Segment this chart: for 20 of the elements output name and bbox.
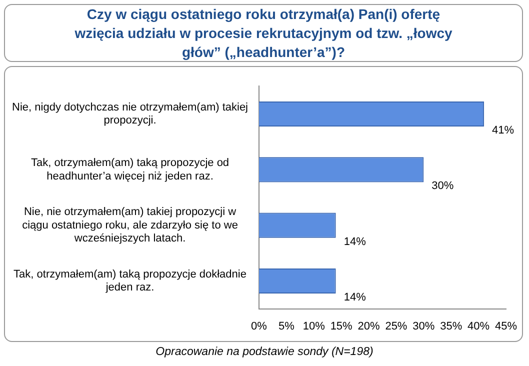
- data-label: 14%: [344, 236, 366, 248]
- x-tick-label: 45%: [494, 320, 518, 332]
- data-label: 14%: [344, 292, 366, 304]
- text: Opracowanie na podstawie sondy (N=198): [154, 346, 374, 358]
- x-tick-label: 40%: [468, 320, 490, 332]
- x-tick-label: 25%: [385, 320, 408, 332]
- y-tick-label: Nie, nigdy dotychczas nie otrzymałem(am) takiej propozycji.: [12, 101, 248, 127]
- x-tick-label: 5%: [278, 320, 295, 332]
- x-tick-label: 20%: [358, 320, 380, 332]
- x-tick-label: 30%: [412, 320, 435, 332]
- x-tick-label: 0%: [251, 320, 268, 332]
- data-label: 41%: [492, 124, 514, 137]
- x-tick-label: 35%: [440, 320, 462, 332]
- y-tick-label: Tak, otrzymałem(am) taką propozycje od headhunter’a więcej niż jeden raz.: [30, 157, 230, 182]
- chart-title: Czy w ciągu ostatniego roku otrzymał(a) Pan(i) ofertę wzięcia udziału w procesie rekrutacyjnym od tzw. „łowcy głów” („headhunter’a”)?: [4, 4, 523, 62]
- data-label: 30%: [432, 180, 454, 192]
- x-tick-label: 10%: [302, 320, 326, 332]
- x-tick-label: 15%: [330, 320, 353, 332]
- y-tick-label: Nie, nie otrzymałem(am) takiej propozycji w ciągu ostatniego roku, ale zdarzyło się to we wcześniejszych latach.: [22, 206, 238, 245]
- y-tick-label: Tak, otrzymałem(am) taką propozycje dokładnie jeden raz.: [14, 268, 246, 294]
